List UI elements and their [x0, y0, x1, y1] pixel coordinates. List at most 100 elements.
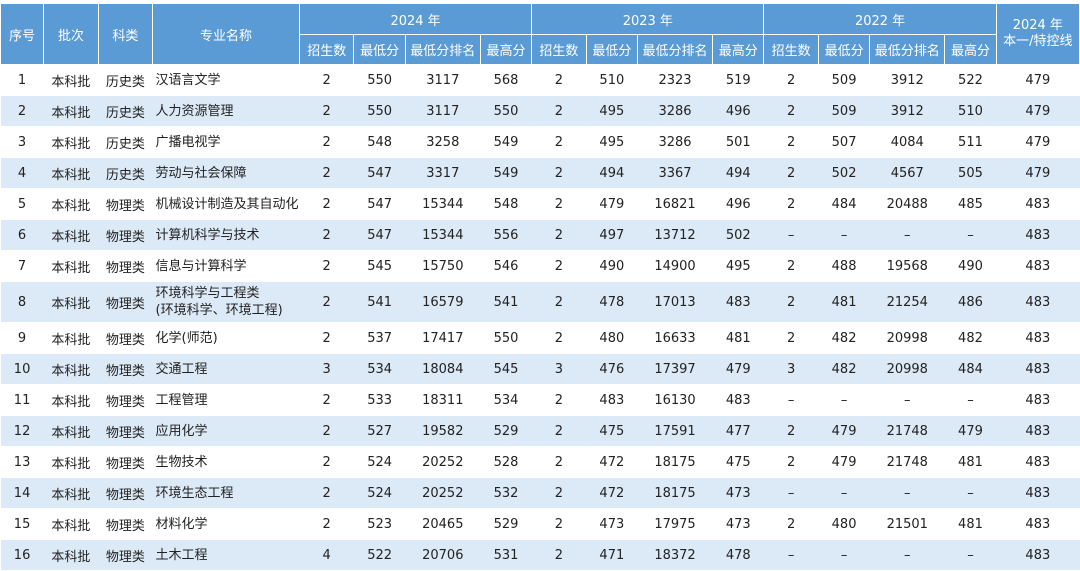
- row-major-name: 化学(师范): [152, 322, 300, 354]
- row-batch: 本科批: [43, 219, 99, 251]
- header-batch: 批次: [43, 3, 99, 65]
- row-major-name: 汉语言文学: [152, 64, 300, 96]
- row-y2024-rank: 20465: [405, 508, 481, 540]
- row-batch: 本科批: [43, 539, 99, 571]
- row-y2023-enroll: 2: [531, 188, 587, 220]
- row-y2022-max: 486: [944, 281, 997, 323]
- major-name-line: 环境生态工程: [155, 485, 234, 501]
- row-y2024-enroll: 2: [299, 219, 354, 251]
- row-y2022-rank: –: [869, 477, 945, 509]
- row-index: 2: [0, 95, 44, 127]
- row-y2022-max: 481: [944, 446, 997, 478]
- major-name-line: (环境科学、环境工程): [155, 303, 283, 318]
- row-y2023-max: 496: [712, 188, 764, 220]
- row-control-line: 483: [996, 219, 1080, 251]
- row-y2022-enroll: 2: [763, 446, 819, 478]
- row-y2023-min: 476: [586, 353, 638, 385]
- row-y2024-min: 524: [353, 477, 406, 509]
- row-y2024-max: 556: [480, 219, 532, 251]
- row-y2022-max: 482: [944, 322, 997, 354]
- table-row: 1 本科批 历史类 汉语言文学 2 550 3117 568 2 510 2323 519 2 509 39…: [0, 64, 1080, 96]
- row-y2022-rank: 20998: [869, 353, 945, 385]
- row-y2024-enroll: 2: [299, 157, 354, 189]
- row-y2022-min: 509: [818, 95, 870, 127]
- row-y2022-rank: 20488: [869, 188, 945, 220]
- row-y2022-enroll: 2: [763, 322, 819, 354]
- row-y2023-max: 502: [712, 219, 764, 251]
- table-row: 3 本科批 历史类 广播电视学 2 548 3258 549 2 495 3286 501 2 507 40…: [0, 126, 1080, 158]
- row-y2023-min: 495: [586, 126, 638, 158]
- row-y2022-enroll: 2: [763, 250, 819, 282]
- row-y2023-min: 475: [586, 415, 638, 447]
- row-y2022-max: 485: [944, 188, 997, 220]
- row-index: 4: [0, 157, 44, 189]
- row-index: 13: [0, 446, 44, 478]
- row-y2023-rank: 3286: [637, 95, 713, 127]
- row-major-name: 材料化学: [152, 508, 300, 540]
- row-y2023-enroll: 2: [531, 281, 587, 323]
- row-y2023-max: 519: [712, 64, 764, 96]
- row-y2024-rank: 19582: [405, 415, 481, 447]
- row-y2024-enroll: 2: [299, 384, 354, 416]
- table-row: 8 本科批 物理类 环境科学与工程类 (环境科学、环境工程) 2 541 16579 541 2 4…: [0, 281, 1080, 323]
- row-y2023-rank: 17591: [637, 415, 713, 447]
- row-y2023-min: 490: [586, 250, 638, 282]
- table-row: 14 本科批 物理类 环境生态工程 2 524 20252 532 2 472 18175 473– –…: [0, 477, 1080, 509]
- row-y2022-enroll: –: [763, 384, 819, 416]
- row-subject: 物理类: [98, 446, 153, 478]
- admission-table-container: 序号 批次 科类 专业名称 2024 年 2023 年 2022 年 2024 …: [0, 3, 1080, 571]
- row-y2023-min: 494: [586, 157, 638, 189]
- row-y2024-min: 537: [353, 322, 406, 354]
- row-y2023-rank: 13712: [637, 219, 713, 251]
- row-y2022-max: 479: [944, 415, 997, 447]
- header-2023-max: 最高分: [712, 34, 765, 65]
- row-y2024-enroll: 2: [299, 95, 354, 127]
- row-y2023-rank: 3286: [637, 126, 713, 158]
- row-major-name: 交通工程: [152, 353, 300, 385]
- row-y2023-max: 473: [712, 477, 764, 509]
- row-y2022-max: 481: [944, 508, 997, 540]
- row-y2024-min: 547: [353, 157, 406, 189]
- row-y2023-rank: 17397: [637, 353, 713, 385]
- row-y2023-max: 481: [712, 322, 764, 354]
- row-y2022-max: 511: [944, 126, 997, 158]
- major-name-line: 工程管理: [155, 392, 208, 408]
- row-control-line: 483: [996, 508, 1080, 540]
- row-y2022-enroll: 2: [763, 415, 819, 447]
- row-y2023-enroll: 2: [531, 508, 587, 540]
- row-y2022-min: 509: [818, 64, 870, 96]
- major-name-line: 计算机科学与技术: [155, 227, 260, 243]
- header-2022-max: 最高分: [944, 34, 997, 65]
- row-y2022-rank: 21748: [869, 415, 945, 447]
- row-y2023-rank: 16821: [637, 188, 713, 220]
- row-y2024-min: 550: [353, 64, 406, 96]
- row-y2023-enroll: 2: [531, 477, 587, 509]
- row-y2023-enroll: 2: [531, 446, 587, 478]
- table-row: 4 本科批 历史类 劳动与社会保障 2 547 3317 549 2 494 3367 494 2 502…: [0, 157, 1080, 189]
- header-2023-enroll: 招生数: [531, 34, 587, 65]
- major-name-line: 信息与计算科学: [155, 258, 247, 274]
- row-y2024-enroll: 2: [299, 508, 354, 540]
- row-y2022-min: –: [818, 477, 870, 509]
- row-y2024-enroll: 2: [299, 126, 354, 158]
- row-y2023-enroll: 2: [531, 219, 587, 251]
- row-y2023-rank: 17013: [637, 281, 713, 323]
- row-y2022-rank: 20998: [869, 322, 945, 354]
- row-y2024-max: 550: [480, 322, 532, 354]
- row-index: 11: [0, 384, 44, 416]
- row-index: 15: [0, 508, 44, 540]
- row-subject: 物理类: [98, 384, 153, 416]
- row-subject: 物理类: [98, 322, 153, 354]
- row-y2023-min: 497: [586, 219, 638, 251]
- row-y2024-min: 548: [353, 126, 406, 158]
- header-year-2024: 2024 年: [298, 3, 533, 35]
- header-2024-rank: 最低分排名: [404, 34, 481, 65]
- row-y2024-max: 529: [480, 415, 532, 447]
- row-y2022-min: –: [818, 219, 870, 251]
- table-row: 10 本科批 物理类 交通工程 3 534 18084 545 3 476 17397 479 3 482…: [0, 353, 1080, 385]
- row-batch: 本科批: [43, 415, 99, 447]
- row-y2024-max: 549: [480, 157, 532, 189]
- table-row: 2 本科批 历史类 人力资源管理 2 550 3117 550 2 495 3286 496 2 509 3…: [0, 95, 1080, 127]
- row-batch: 本科批: [43, 281, 99, 323]
- row-subject: 物理类: [98, 250, 153, 282]
